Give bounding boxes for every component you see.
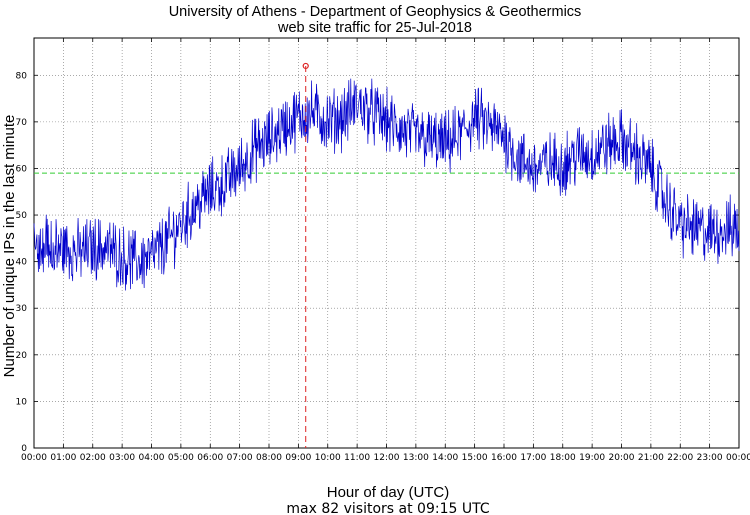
- x-tick-label: 20:00: [609, 453, 635, 463]
- x-tick-label: 03:00: [109, 453, 135, 463]
- y-tick-label: 60: [16, 164, 28, 174]
- x-tick-label: 18:00: [550, 453, 576, 463]
- y-axis-label: Number of unique IPs in the last minute: [1, 115, 18, 378]
- x-tick-label: 12:00: [374, 453, 400, 463]
- x-tick-label: 23:00: [697, 453, 723, 463]
- x-tick-label: 00:00: [726, 453, 750, 463]
- traffic-series-line: [33, 78, 740, 291]
- x-tick-label: 16:00: [491, 453, 517, 463]
- x-tick-label: 19:00: [579, 453, 605, 463]
- max-visitors-caption: max 82 visitors at 09:15 UTC: [286, 501, 489, 515]
- x-tick-label: 09:00: [285, 453, 311, 463]
- y-tick-label: 30: [16, 304, 28, 314]
- x-tick-label: 13:00: [403, 453, 429, 463]
- x-tick-label: 21:00: [638, 453, 664, 463]
- x-tick-label: 01:00: [50, 453, 76, 463]
- x-tick-label: 17:00: [520, 453, 546, 463]
- y-tick-label: 0: [21, 444, 27, 454]
- chart-title-line-1: University of Athens - Department of Geo…: [169, 4, 582, 20]
- x-tick-label: 22:00: [667, 453, 693, 463]
- x-tick-label: 06:00: [197, 453, 223, 463]
- x-tick-label: 11:00: [344, 453, 370, 463]
- x-tick-label: 08:00: [256, 453, 282, 463]
- y-axis: 0 10 20 30 40 50 60 70 80: [16, 71, 739, 454]
- x-tick-label: 15:00: [462, 453, 488, 463]
- y-tick-label: 10: [16, 397, 28, 407]
- y-tick-label: 40: [16, 258, 28, 268]
- max-marker-point: [302, 62, 309, 70]
- y-tick-label: 80: [16, 71, 28, 81]
- x-tick-label: 07:00: [227, 453, 253, 463]
- x-tick-label: 10:00: [315, 453, 341, 463]
- x-tick-label: 02:00: [80, 453, 106, 463]
- y-tick-label: 50: [16, 211, 28, 221]
- x-tick-label: 14:00: [432, 453, 458, 463]
- x-tick-label: 00:00: [21, 453, 47, 463]
- x-tick-label: 05:00: [168, 453, 194, 463]
- y-tick-label: 20: [16, 351, 28, 361]
- x-tick-label: 04:00: [139, 453, 165, 463]
- x-axis-label: Hour of day (UTC): [327, 484, 450, 501]
- chart-title-line-2: web site traffic for 25-Jul-2018: [277, 20, 472, 36]
- y-tick-label: 70: [16, 118, 28, 128]
- x-axis: 00:00 01:00 02:00 03:00 04:00 05:00 06:00 07:00…: [21, 38, 750, 463]
